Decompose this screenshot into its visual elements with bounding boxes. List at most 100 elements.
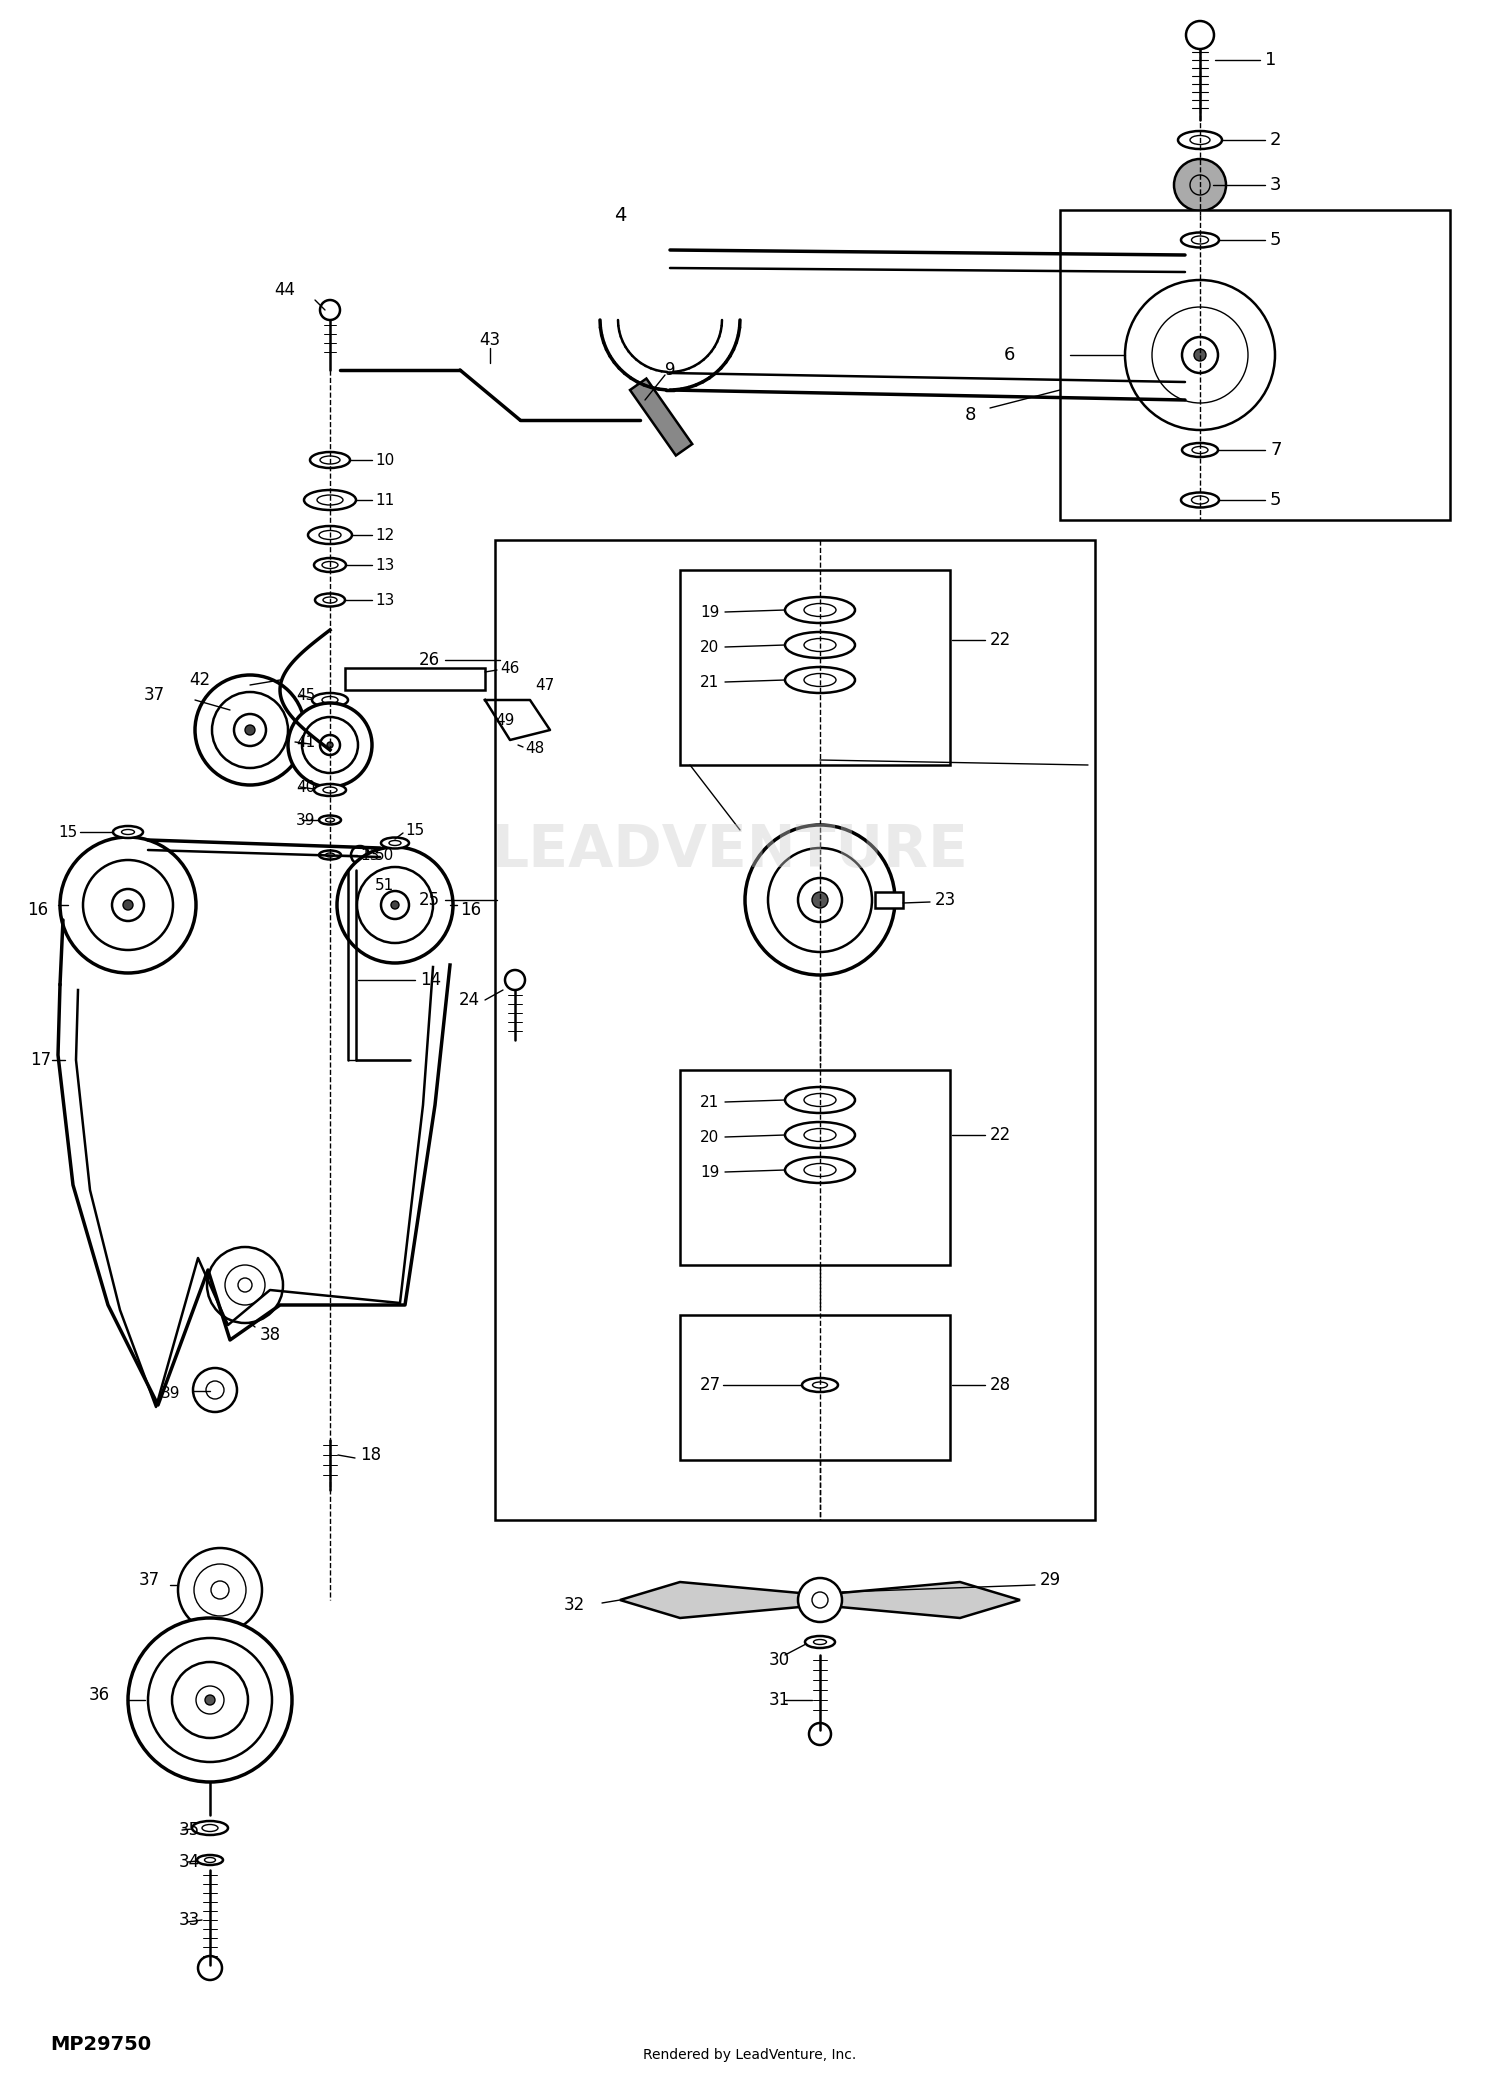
Circle shape (302, 717, 358, 773)
Text: 8: 8 (964, 405, 975, 424)
Text: Rendered by LeadVenture, Inc.: Rendered by LeadVenture, Inc. (644, 2049, 856, 2061)
Circle shape (206, 1696, 214, 1706)
Bar (345, 667, 484, 690)
Circle shape (808, 1723, 831, 1746)
Circle shape (1190, 175, 1210, 195)
Text: 30: 30 (770, 1652, 790, 1669)
Text: 50: 50 (375, 848, 394, 862)
Circle shape (288, 702, 372, 788)
Text: 46: 46 (500, 661, 519, 675)
Text: 22: 22 (990, 632, 1011, 648)
Text: 22: 22 (990, 1126, 1011, 1145)
Text: 44: 44 (274, 281, 296, 299)
Circle shape (60, 837, 196, 973)
Text: LEADVENTURE: LEADVENTURE (492, 821, 969, 879)
Circle shape (506, 970, 525, 989)
Circle shape (392, 902, 399, 908)
Circle shape (196, 1685, 223, 1714)
Ellipse shape (320, 455, 340, 463)
Ellipse shape (316, 495, 344, 505)
Text: 32: 32 (564, 1596, 585, 1615)
Bar (630, 378, 693, 455)
Text: 7: 7 (1270, 441, 1281, 459)
Text: 39: 39 (160, 1386, 180, 1401)
Ellipse shape (804, 1128, 836, 1141)
Circle shape (211, 692, 288, 769)
Text: 36: 36 (88, 1685, 110, 1704)
Ellipse shape (1182, 443, 1218, 457)
Ellipse shape (314, 559, 346, 571)
Bar (874, 891, 903, 908)
Ellipse shape (322, 696, 338, 704)
Text: 48: 48 (525, 740, 544, 756)
Text: 17: 17 (30, 1051, 51, 1068)
Ellipse shape (813, 1382, 828, 1388)
Ellipse shape (784, 1087, 855, 1114)
Ellipse shape (192, 1820, 228, 1835)
Text: 33: 33 (178, 1912, 200, 1928)
Text: 4: 4 (614, 206, 626, 224)
Circle shape (172, 1662, 248, 1737)
Ellipse shape (112, 825, 142, 837)
Ellipse shape (314, 783, 346, 796)
Circle shape (1125, 281, 1275, 430)
Text: 42: 42 (189, 671, 210, 690)
Circle shape (198, 1955, 222, 1980)
Text: 16: 16 (27, 902, 48, 918)
Circle shape (798, 879, 842, 923)
Text: 37: 37 (144, 686, 165, 704)
Text: 3: 3 (1270, 177, 1281, 193)
Ellipse shape (784, 632, 855, 659)
Ellipse shape (322, 596, 338, 603)
Bar (680, 569, 950, 765)
Circle shape (112, 889, 144, 921)
Text: 13: 13 (360, 848, 380, 862)
Text: 20: 20 (700, 640, 720, 655)
Ellipse shape (784, 1122, 855, 1147)
Circle shape (503, 738, 518, 752)
Text: 23: 23 (934, 891, 957, 908)
Circle shape (1174, 160, 1225, 212)
Circle shape (352, 879, 368, 891)
Ellipse shape (806, 1635, 836, 1648)
Ellipse shape (804, 1164, 836, 1176)
Circle shape (320, 299, 340, 320)
Text: 27: 27 (700, 1376, 721, 1394)
Text: 47: 47 (536, 677, 555, 692)
Bar (680, 1315, 950, 1461)
Circle shape (320, 736, 340, 754)
Ellipse shape (381, 837, 410, 848)
Bar (1060, 210, 1450, 520)
Ellipse shape (304, 490, 355, 509)
Text: 25: 25 (419, 891, 440, 908)
Text: 12: 12 (375, 528, 394, 542)
Circle shape (768, 848, 871, 952)
Circle shape (746, 825, 896, 975)
Ellipse shape (813, 1640, 826, 1644)
Ellipse shape (804, 603, 836, 617)
Ellipse shape (204, 1858, 216, 1862)
Text: 13: 13 (375, 557, 394, 574)
Circle shape (327, 742, 333, 748)
Circle shape (82, 860, 172, 950)
Ellipse shape (804, 673, 836, 686)
Text: 10: 10 (375, 453, 394, 468)
Text: 21: 21 (700, 675, 720, 690)
Circle shape (128, 1619, 292, 1783)
Text: 51: 51 (375, 877, 394, 891)
Ellipse shape (310, 453, 350, 468)
Text: 14: 14 (420, 970, 441, 989)
Text: 19: 19 (700, 1164, 720, 1180)
Circle shape (206, 1382, 224, 1398)
Ellipse shape (1190, 135, 1210, 145)
Ellipse shape (320, 815, 340, 825)
Ellipse shape (1192, 447, 1208, 453)
Ellipse shape (804, 1093, 836, 1105)
Text: 21: 21 (700, 1095, 720, 1110)
Circle shape (207, 1247, 284, 1324)
Circle shape (338, 848, 453, 962)
Ellipse shape (202, 1824, 217, 1831)
Circle shape (798, 1577, 842, 1623)
Text: 5: 5 (1270, 231, 1281, 249)
Text: 28: 28 (990, 1376, 1011, 1394)
